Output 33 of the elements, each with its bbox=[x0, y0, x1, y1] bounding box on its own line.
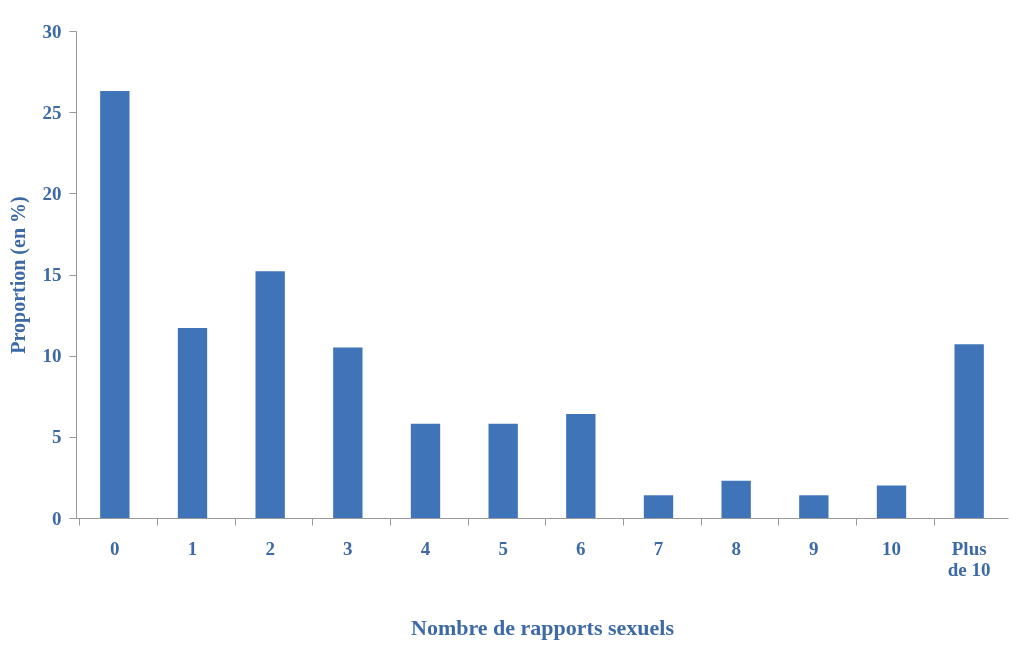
x-tick-label: 2 bbox=[265, 537, 275, 559]
x-tick-label: 6 bbox=[576, 537, 586, 559]
y-axis-title: Proportion (en %) bbox=[6, 196, 30, 354]
bar bbox=[410, 423, 441, 518]
bar bbox=[721, 480, 751, 518]
x-tick-label: 8 bbox=[731, 537, 741, 559]
bar bbox=[255, 271, 285, 518]
x-axis-title: Nombre de rapports sexuels bbox=[411, 614, 675, 640]
y-tick-label: 0 bbox=[52, 507, 62, 529]
bar bbox=[799, 495, 829, 518]
y-tick-label: 15 bbox=[42, 264, 62, 285]
y-tick-label: 25 bbox=[42, 101, 62, 123]
x-tick-label: 0 bbox=[110, 537, 120, 559]
y-tick-label: 10 bbox=[42, 345, 62, 367]
bar bbox=[333, 347, 363, 518]
x-tick-label: Plus de 10 bbox=[947, 537, 991, 580]
y-tick-label: 20 bbox=[42, 182, 62, 204]
x-tick-label: 10 bbox=[882, 537, 901, 559]
bar bbox=[566, 414, 596, 518]
x-tick-label: 4 bbox=[420, 537, 431, 559]
y-tick-label: 5 bbox=[52, 426, 62, 448]
bar bbox=[954, 344, 984, 518]
x-tick-label: 3 bbox=[343, 537, 353, 559]
x-tick-label: 7 bbox=[653, 537, 664, 559]
bar bbox=[876, 485, 907, 518]
x-tick-label: 1 bbox=[187, 537, 198, 559]
bar bbox=[488, 423, 518, 518]
x-tick-label: 5 bbox=[498, 537, 508, 559]
x-tick-label: 9 bbox=[809, 537, 819, 559]
bar bbox=[100, 91, 130, 518]
bar bbox=[643, 495, 674, 518]
y-tick-label: 30 bbox=[42, 20, 62, 42]
bar bbox=[177, 328, 208, 518]
